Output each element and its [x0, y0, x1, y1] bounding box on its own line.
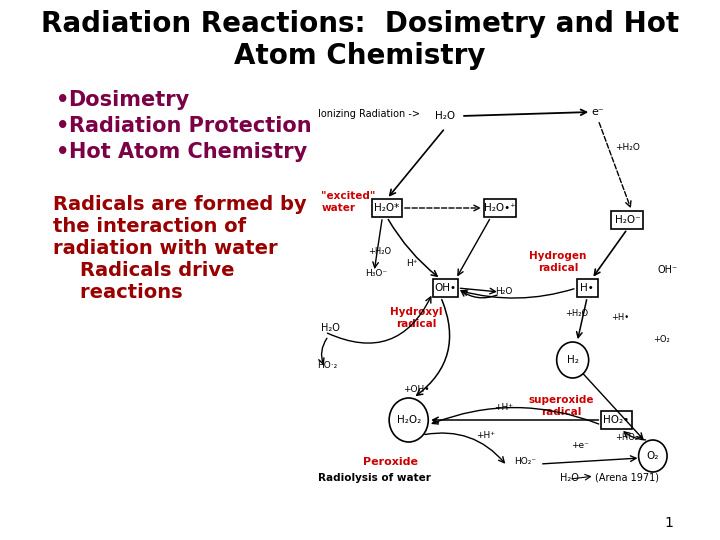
Text: the interaction of: the interaction of [53, 217, 246, 236]
Text: reactions: reactions [53, 283, 183, 302]
Text: H₂O•⁺: H₂O•⁺ [484, 203, 516, 213]
Text: radiation with water: radiation with water [53, 239, 278, 258]
Text: e⁻: e⁻ [592, 107, 605, 117]
FancyBboxPatch shape [484, 199, 516, 217]
Text: Radiation Protection: Radiation Protection [68, 116, 311, 136]
Text: Peroxide: Peroxide [363, 457, 418, 467]
Text: (Arena 1971): (Arena 1971) [595, 473, 660, 483]
Text: OH•: OH• [434, 283, 456, 293]
Text: H⁺: H⁺ [407, 260, 418, 268]
Text: Hot Atom Chemistry: Hot Atom Chemistry [68, 142, 307, 162]
Text: Radiolysis of water: Radiolysis of water [318, 473, 431, 483]
Text: Radicals are formed by: Radicals are formed by [53, 195, 307, 214]
FancyBboxPatch shape [433, 279, 458, 297]
Text: +H₂O: +H₂O [564, 309, 588, 319]
Text: H₂O: H₂O [495, 287, 512, 296]
Circle shape [639, 440, 667, 472]
Text: H₂O: H₂O [435, 111, 455, 121]
Text: OH⁻: OH⁻ [657, 265, 678, 275]
Text: Radicals drive: Radicals drive [53, 261, 235, 280]
Text: Hydroxyl
radical: Hydroxyl radical [390, 307, 442, 329]
Text: +HO₂•: +HO₂• [615, 434, 643, 442]
Text: O₂: O₂ [647, 451, 659, 461]
Text: +e⁻: +e⁻ [571, 442, 589, 450]
Text: "excited"
water: "excited" water [321, 191, 376, 213]
Circle shape [389, 398, 428, 442]
Text: +H⁺: +H⁺ [476, 431, 495, 441]
FancyBboxPatch shape [611, 211, 644, 229]
Text: H₂: H₂ [567, 355, 579, 365]
Text: Atom Chemistry: Atom Chemistry [234, 42, 486, 70]
Text: H₂O: H₂O [321, 323, 340, 333]
Text: +O₂: +O₂ [654, 335, 670, 345]
FancyBboxPatch shape [372, 199, 402, 217]
Text: 1: 1 [664, 516, 672, 530]
Text: Hydrogen
radical: Hydrogen radical [529, 251, 587, 273]
Text: H₂O⁻: H₂O⁻ [614, 215, 640, 225]
Text: H₂O₂: H₂O₂ [397, 415, 420, 425]
Circle shape [557, 342, 589, 378]
Text: H₂O: H₂O [559, 473, 578, 483]
Text: +OH•: +OH• [402, 386, 429, 395]
FancyBboxPatch shape [601, 411, 631, 429]
Text: +H₂O: +H₂O [368, 247, 391, 256]
Text: HO·₂: HO·₂ [318, 361, 338, 370]
Text: HO₂•: HO₂• [603, 415, 629, 425]
Text: •: • [56, 142, 69, 162]
Text: H₃O⁻: H₃O⁻ [365, 269, 387, 279]
Text: +H₂O: +H₂O [615, 144, 640, 152]
Text: •: • [56, 116, 69, 136]
Text: HO₂⁻: HO₂⁻ [514, 457, 536, 467]
Text: superoxide
radical: superoxide radical [529, 395, 595, 417]
Text: +H⁺: +H⁺ [494, 403, 513, 413]
Text: Dosimetry: Dosimetry [68, 90, 190, 110]
Text: +H•: +H• [611, 314, 629, 322]
Text: Radiation Reactions:  Dosimetry and Hot: Radiation Reactions: Dosimetry and Hot [41, 10, 679, 38]
Text: Ionizing Radiation ->: Ionizing Radiation -> [318, 109, 420, 119]
Text: H•: H• [580, 283, 594, 293]
Text: H₂O*: H₂O* [374, 203, 400, 213]
FancyBboxPatch shape [577, 279, 598, 297]
Text: •: • [56, 90, 69, 110]
